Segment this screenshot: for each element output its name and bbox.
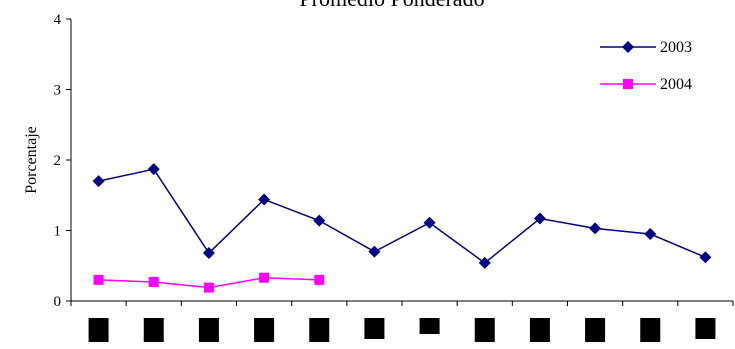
data-point: [258, 193, 271, 206]
x-tick-label-redacted: [254, 318, 275, 342]
x-tick-label-redacted: [695, 318, 716, 339]
data-point: [313, 214, 326, 227]
legend: 2003 2004: [600, 39, 692, 93]
data-point: [202, 247, 215, 260]
data-point: [148, 276, 159, 287]
x-tick-label-redacted: [364, 318, 385, 339]
x-ticks: [70, 301, 734, 342]
data-point: [368, 245, 381, 258]
x-tick-label-redacted: [198, 318, 219, 342]
data-point: [147, 163, 160, 176]
series-line: [98, 168, 706, 264]
x-tick-label-redacted: [585, 318, 606, 342]
data-point: [533, 212, 546, 225]
data-point: [92, 175, 105, 188]
series-layer: [92, 163, 712, 293]
y-tick-label: 1: [54, 224, 62, 240]
data-point: [259, 272, 270, 283]
data-point: [93, 274, 104, 285]
series-2003: [92, 163, 712, 269]
data-point: [699, 251, 712, 264]
x-tick-label-redacted: [309, 318, 330, 342]
chart-title: Promedio Ponderado: [299, 0, 484, 11]
legend-marker: [622, 41, 634, 53]
legend-marker: [623, 79, 633, 89]
data-point: [644, 228, 657, 241]
y-tick-label: 0: [54, 294, 62, 310]
x-tick-label-redacted: [529, 318, 550, 342]
x-tick-label-redacted: [88, 318, 109, 342]
y-tick-label: 2: [54, 153, 62, 169]
data-point: [589, 222, 602, 235]
legend-label: 2003: [660, 39, 692, 56]
data-point: [203, 282, 214, 293]
y-axis-label: Porcentaje: [23, 126, 40, 194]
legend-label: 2004: [660, 76, 692, 93]
x-tick-label-redacted: [474, 318, 495, 342]
y-tick-label: 3: [54, 83, 62, 99]
y-ticks: 0 1 2 3 4: [54, 12, 71, 310]
data-point: [478, 256, 491, 269]
x-tick-label-redacted: [640, 318, 661, 342]
data-point: [423, 216, 436, 229]
x-tick-label-redacted: [419, 318, 440, 334]
data-point: [314, 274, 325, 285]
y-tick-label: 4: [54, 12, 62, 28]
x-tick-label-redacted: [143, 318, 164, 342]
series-2004: [93, 272, 325, 293]
